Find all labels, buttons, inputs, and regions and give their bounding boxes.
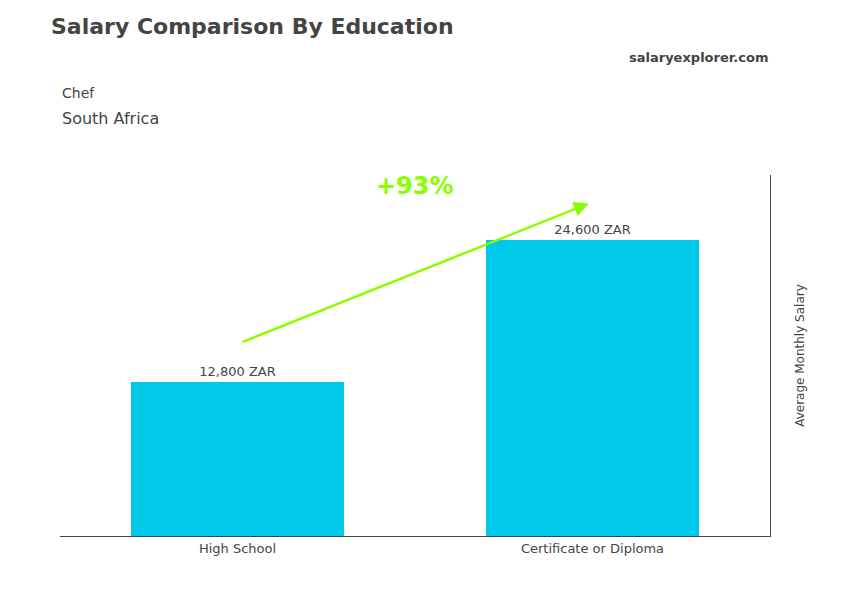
svg-text:Chef: Chef [62, 85, 95, 101]
svg-text:+93%: +93% [376, 172, 454, 200]
svg-text:12,800 ZAR: 12,800 ZAR [199, 364, 275, 379]
svg-text:South Africa: South Africa [62, 109, 159, 128]
svg-text:High School: High School [199, 541, 276, 556]
svg-text:Certificate or Diploma: Certificate or Diploma [521, 541, 664, 556]
svg-text:Salary Comparison By Education: Salary Comparison By Education [51, 14, 454, 39]
svg-text:salaryexplorer.com: salaryexplorer.com [629, 50, 768, 65]
svg-text:Average Monthly Salary: Average Monthly Salary [793, 284, 807, 427]
svg-text:24,600 ZAR: 24,600 ZAR [554, 222, 630, 237]
